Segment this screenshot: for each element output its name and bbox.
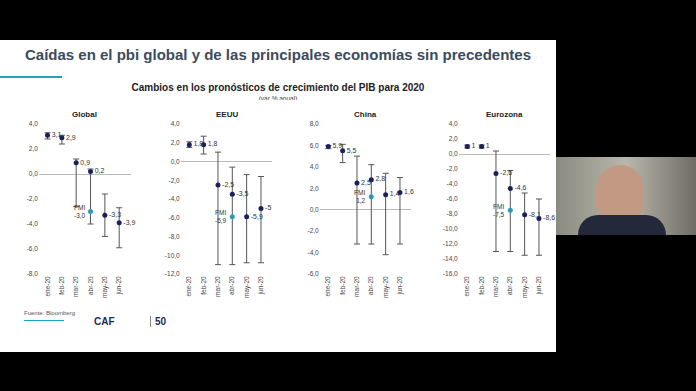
svg-text:-16,0: -16,0 [443, 270, 458, 277]
html-text:CAF: CAF [94, 316, 115, 327]
svg-text:-8,0: -8,0 [27, 270, 39, 277]
svg-text:1,8: 1,8 [193, 140, 203, 147]
svg-text:jun-20: jun-20 [115, 276, 123, 295]
svg-text:0,9: 0,9 [80, 159, 90, 166]
svg-text:China: China [354, 110, 377, 119]
svg-text:-14,0: -14,0 [443, 255, 458, 262]
svg-text:feb-20: feb-20 [58, 276, 65, 295]
svg-text:2,0: 2,0 [449, 135, 458, 142]
svg-text:-2,6: -2,6 [500, 169, 512, 176]
svg-text:0,0: 0,0 [310, 206, 319, 213]
svg-text:2,0: 2,0 [29, 145, 38, 152]
svg-text:1,4: 1,4 [390, 190, 400, 197]
svg-text:3,1: 3,1 [52, 131, 62, 138]
svg-text:-10,0: -10,0 [443, 225, 458, 232]
svg-text:-2,5: -2,5 [222, 181, 234, 188]
html-text:50: 50 [155, 316, 167, 327]
svg-text:abr-20: abr-20 [228, 276, 235, 295]
svg-text:-6,0: -6,0 [168, 214, 180, 221]
svg-text:-8,0: -8,0 [168, 233, 180, 240]
svg-text:-4,6: -4,6 [514, 184, 526, 191]
svg-text:-8,6: -8,6 [543, 214, 555, 221]
svg-text:Eurozona: Eurozona [486, 110, 523, 119]
svg-text:1: 1 [486, 142, 490, 149]
svg-text:FMI1,2: FMI1,2 [354, 189, 366, 204]
svg-text:-6,0: -6,0 [446, 195, 458, 202]
svg-text:-4,0: -4,0 [446, 180, 458, 187]
svg-text:5,9: 5,9 [332, 142, 342, 149]
svg-text:0,0: 0,0 [449, 150, 458, 157]
svg-text:-5,9: -5,9 [251, 213, 263, 220]
svg-text:FMI-3,0: FMI-3,0 [74, 204, 86, 219]
svg-text:may-20: may-20 [101, 276, 109, 298]
svg-text:2,9: 2,9 [66, 134, 76, 141]
svg-text:may-20: may-20 [521, 276, 529, 298]
svg-text:may-20: may-20 [243, 276, 251, 298]
svg-text:-2,0: -2,0 [27, 195, 39, 202]
svg-text:2,5: 2,5 [361, 179, 371, 186]
svg-text:4,0: 4,0 [310, 163, 319, 170]
svg-text:-3,3: -3,3 [109, 211, 121, 218]
svg-text:FMI-7,5: FMI-7,5 [493, 203, 505, 218]
svg-text:2,0: 2,0 [310, 185, 319, 192]
svg-text:4,0: 4,0 [449, 120, 458, 127]
svg-text:abr-20: abr-20 [506, 276, 513, 295]
svg-text:-3,5: -3,5 [236, 190, 248, 197]
svg-text:mar-20: mar-20 [214, 276, 221, 297]
svg-text:2,0: 2,0 [171, 139, 180, 146]
html-text:Fuente: Bloomberg: Fuente: Bloomberg [24, 310, 75, 316]
svg-text:jun-20: jun-20 [535, 276, 543, 295]
svg-text:mar-20: mar-20 [72, 276, 79, 297]
svg-text:-12,0: -12,0 [165, 270, 180, 277]
svg-text:0,0: 0,0 [29, 170, 38, 177]
svg-text:-2,0: -2,0 [307, 227, 319, 234]
svg-text:abr-20: abr-20 [367, 276, 374, 295]
svg-text:-4,0: -4,0 [168, 195, 180, 202]
svg-text:mar-20: mar-20 [492, 276, 499, 297]
svg-text:ene-20: ene-20 [185, 276, 192, 297]
svg-text:-12,0: -12,0 [443, 240, 458, 247]
svg-text:feb-20: feb-20 [478, 276, 485, 295]
html-text:Caídas en el pbi global y de l: Caídas en el pbi global y de las princip… [25, 46, 531, 63]
svg-text:-4,0: -4,0 [307, 249, 319, 256]
svg-text:-8,0: -8,0 [446, 210, 458, 217]
svg-text:1,6: 1,6 [404, 188, 414, 195]
svg-text:ene-20: ene-20 [44, 276, 51, 297]
svg-text:1,8: 1,8 [208, 140, 218, 147]
svg-text:8,0: 8,0 [310, 120, 319, 127]
svg-text:jun-20: jun-20 [396, 276, 404, 295]
svg-text:jun-20: jun-20 [257, 276, 265, 295]
svg-text:6,0: 6,0 [310, 142, 319, 149]
svg-text:2,8: 2,8 [375, 175, 385, 182]
svg-text:mar-20: mar-20 [353, 276, 360, 297]
svg-text:ene-20: ene-20 [324, 276, 331, 297]
svg-text:EEUU: EEUU [216, 110, 238, 119]
svg-text:4,0: 4,0 [29, 120, 38, 127]
svg-text:-8,1: -8,1 [529, 211, 541, 218]
svg-text:abr-20: abr-20 [87, 276, 94, 295]
svg-text:-6,0: -6,0 [307, 270, 319, 277]
svg-text:-10,0: -10,0 [165, 252, 180, 259]
svg-text:-2,0: -2,0 [168, 177, 180, 184]
html-text:Cambios en los pronósticos de: Cambios en los pronósticos de crecimient… [131, 82, 425, 93]
svg-text:-5: -5 [265, 204, 271, 211]
svg-text:5,5: 5,5 [347, 147, 357, 154]
svg-text:may-20: may-20 [382, 276, 390, 298]
svg-text:1: 1 [471, 142, 475, 149]
svg-text:0,0: 0,0 [171, 158, 180, 165]
svg-text:4,0: 4,0 [171, 120, 180, 127]
svg-text:FMI-5,9: FMI-5,9 [215, 209, 227, 224]
svg-text:-4,0: -4,0 [27, 220, 39, 227]
svg-text:-6,0: -6,0 [27, 245, 39, 252]
svg-text:Global: Global [72, 110, 97, 119]
svg-text:0,2: 0,2 [95, 167, 105, 174]
svg-text:feb-20: feb-20 [200, 276, 207, 295]
html-text:(var % anual): (var % anual) [258, 95, 298, 102]
svg-text:-2,0: -2,0 [446, 165, 458, 172]
svg-text:feb-20: feb-20 [339, 276, 346, 295]
svg-text:-3,9: -3,9 [123, 219, 135, 226]
svg-text:ene-20: ene-20 [463, 276, 470, 297]
